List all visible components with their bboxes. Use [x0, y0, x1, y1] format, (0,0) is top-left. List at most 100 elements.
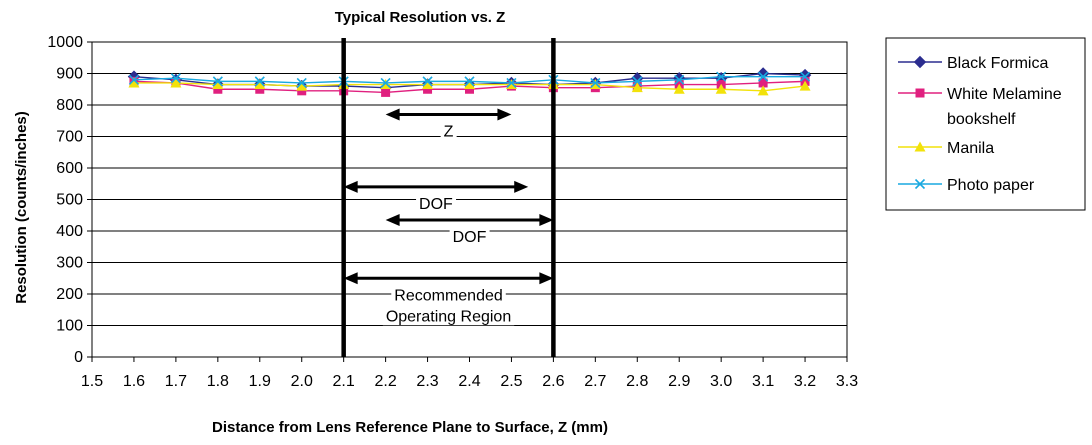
data-point — [465, 84, 474, 94]
x-marker-stroke — [506, 77, 517, 89]
legend-marker — [913, 55, 927, 69]
y-tick-label: 200 — [56, 286, 83, 303]
legend-marker — [914, 141, 926, 152]
chart-title: Typical Resolution vs. Z — [335, 9, 506, 26]
legend-label: Black Formica — [947, 55, 1048, 72]
y-tick-label: 100 — [56, 318, 83, 335]
data-point — [464, 79, 475, 90]
annotation-label-bg — [391, 287, 506, 305]
legend-label: White Melamine — [947, 86, 1062, 103]
plot-frame — [91, 41, 848, 358]
y-tick-label: 300 — [56, 255, 83, 272]
legend-label: Photo paper — [947, 177, 1035, 194]
legend: Black Formica White Melamine bookshelf Mani… — [898, 55, 1062, 194]
legend-item-1: White Melamine bookshelf — [898, 86, 1062, 128]
x-tick-label: 1.8 — [207, 373, 229, 390]
x-marker-stroke — [590, 77, 601, 89]
data-point — [631, 82, 643, 93]
annotation-label: Recommended — [394, 287, 503, 304]
x-tick-label: 3.3 — [836, 373, 858, 390]
x-tick-label: 2.9 — [668, 373, 690, 390]
y-tick-label: 700 — [56, 129, 83, 146]
annotation-0: Z — [385, 108, 512, 141]
x-tick-label: 2.6 — [542, 373, 564, 390]
legend-label: bookshelf — [947, 111, 1016, 128]
y-tick-label: 800 — [56, 97, 83, 114]
legend-marker — [915, 88, 925, 98]
arrow-head — [385, 213, 400, 226]
arrow-head — [385, 108, 400, 121]
annotation-label-bg — [449, 228, 490, 246]
gridlines — [87, 41, 848, 362]
annotation-2: DOF — [385, 213, 554, 246]
y-tick-label: 500 — [56, 192, 83, 209]
x-marker-stroke — [254, 76, 265, 87]
region-lines — [341, 38, 556, 357]
x-tick-label: 3.1 — [752, 373, 774, 390]
annotation-label-bg — [416, 195, 457, 213]
data-point — [381, 87, 391, 97]
arrow-head — [539, 213, 554, 226]
y-tick-label: 0 — [74, 349, 83, 366]
y-tick-labels: 0 100 200 300 400 500 600 700 800 900 1000 — [47, 34, 83, 366]
x-tick-labels: 1.5 1.6 1.7 1.8 1.9 2.0 2.1 2.2 2.3 2.4 2.5 2.6 2.7 2… — [81, 373, 858, 390]
x-tick-label: 3.2 — [794, 373, 816, 390]
data-point — [128, 74, 140, 85]
x-tick-label: 2.2 — [374, 373, 396, 390]
y-tick-label: 400 — [56, 223, 83, 240]
data-point — [673, 83, 685, 94]
annotation-3: Recommended Operating Region — [343, 272, 554, 326]
arrow-head — [514, 180, 529, 193]
x-tick-label: 2.3 — [416, 373, 438, 390]
legend-item-2: Manila — [898, 140, 994, 157]
data-point — [254, 76, 265, 87]
x-tick-label: 2.4 — [458, 373, 480, 390]
arrow-head — [497, 108, 512, 121]
x-tick-label: 2.8 — [626, 373, 648, 390]
data-point — [255, 84, 265, 94]
x-axis-title: Distance from Lens Reference Plane to Su… — [212, 419, 608, 436]
x-tick-label: 1.7 — [165, 373, 187, 390]
data-point — [423, 84, 433, 94]
data-point — [799, 71, 811, 82]
series-layer — [127, 67, 812, 97]
x-tick-label: 1.9 — [249, 373, 271, 390]
x-tick-label: 1.6 — [123, 373, 145, 390]
y-tick-label: 600 — [56, 160, 83, 177]
x-tick-label: 1.5 — [81, 373, 103, 390]
data-point — [715, 83, 727, 94]
arrow-head — [343, 272, 358, 285]
data-point — [297, 86, 307, 96]
annotation-label: Operating Region — [386, 308, 511, 325]
data-point — [170, 73, 181, 84]
data-point — [212, 79, 224, 90]
data-point — [296, 80, 308, 91]
arrow-head — [539, 272, 554, 285]
data-point — [716, 71, 727, 82]
data-point — [296, 77, 307, 89]
y-axis-title: Resolution (counts/inches) — [13, 111, 30, 304]
x-tick-label: 2.0 — [291, 373, 313, 390]
y-tick-label: 900 — [56, 66, 83, 83]
data-point — [632, 76, 643, 87]
series-3 — [128, 71, 811, 89]
annotation-1: DOF — [343, 180, 529, 213]
x-tick-label: 2.7 — [584, 373, 606, 390]
data-point — [758, 78, 768, 88]
x-marker-stroke — [716, 71, 727, 82]
x-tick-label: 2.5 — [500, 373, 522, 390]
data-point — [590, 77, 601, 89]
x-marker-stroke — [128, 74, 140, 85]
x-marker-stroke — [914, 178, 926, 190]
data-point — [758, 71, 769, 82]
x-marker-stroke — [296, 77, 307, 89]
annotation-label: DOF — [453, 229, 487, 246]
data-point — [128, 77, 140, 88]
data-point — [422, 79, 434, 90]
annotation-label-bg — [382, 308, 515, 326]
data-point — [170, 77, 182, 88]
annotation-label: DOF — [419, 196, 453, 213]
x-marker-stroke — [170, 73, 181, 84]
